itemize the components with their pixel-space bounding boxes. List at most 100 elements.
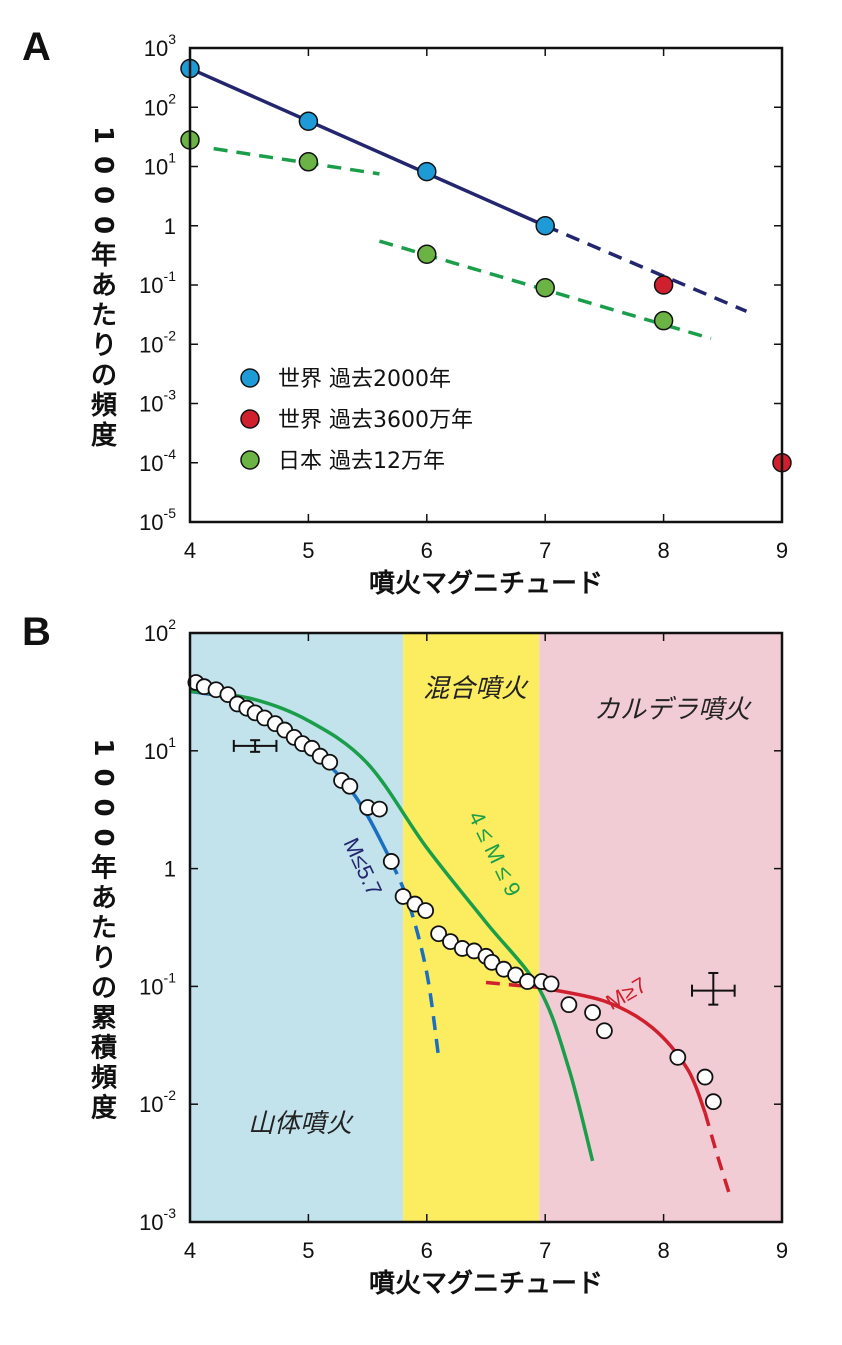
legend-marker	[240, 450, 260, 470]
panel-letter: A	[22, 25, 51, 69]
data-point	[430, 925, 448, 943]
y-axis-title-char: 1	[88, 126, 118, 144]
x-tick-label: 6	[421, 1238, 433, 1263]
series-marker	[417, 244, 437, 265]
series-marker	[653, 275, 674, 295]
y-tick-label: 10-4	[139, 446, 176, 476]
y-tick-exponent: -3	[164, 387, 177, 403]
y-tick-label: 103	[144, 31, 176, 61]
series-marker	[535, 216, 555, 236]
region-band	[539, 633, 782, 1222]
legend-label: 世界 過去3600万年	[278, 408, 473, 433]
x-tick-label: 9	[776, 538, 788, 563]
y-tick-exponent: -1	[164, 268, 177, 284]
y-axis-title-char: 0	[88, 828, 118, 846]
panel-b: B4 5 6 7 8 9102101110-110-210-3山体噴火混合噴火カルデラ噴火…	[22, 610, 788, 1299]
fit-line	[189, 66, 546, 228]
model-curve	[538, 985, 707, 1114]
y-axis-title-char: 積	[91, 1034, 117, 1064]
legend-marker	[240, 409, 260, 429]
x-tick-label: 9	[776, 1238, 788, 1263]
panel-letter: B	[22, 610, 51, 654]
data-point	[341, 777, 359, 795]
y-tick-label: 10-1	[139, 268, 176, 298]
region-label: 混合噴火	[423, 674, 529, 704]
y-tick-base: 10	[139, 273, 163, 298]
y-tick-exponent: 3	[168, 31, 176, 47]
y-tick-exponent: -3	[164, 1205, 177, 1221]
y-axis-title-char: 度	[91, 1093, 117, 1124]
y-axis-title-char: 年	[91, 853, 117, 884]
data-point	[669, 1048, 687, 1066]
data-point	[704, 1093, 722, 1111]
y-tick-base: 1	[164, 857, 176, 882]
y-tick-label: 1	[164, 857, 176, 882]
region-band	[403, 633, 540, 1222]
y-tick-label: 1	[164, 214, 176, 239]
x-tick-label: 7	[539, 1238, 551, 1263]
y-tick-base: 10	[139, 451, 163, 476]
y-tick-base: 10	[139, 510, 163, 535]
panel-a: A4 5 6 7 8 9103102101110-110-210-310-410-5世界 …	[22, 25, 792, 599]
model-curve	[189, 689, 595, 1162]
legend-marker	[240, 368, 260, 388]
y-axis-title-char: た	[91, 914, 117, 944]
y-tick-label: 10-3	[139, 387, 176, 417]
data-point	[596, 1022, 613, 1040]
y-axis-title-char: 度	[91, 420, 117, 451]
y-axis-title-char: た	[91, 301, 117, 331]
y-axis-title-char: 頻	[91, 391, 117, 421]
y-tick-base: 1	[164, 214, 176, 239]
data-point	[542, 975, 560, 993]
data-point	[394, 888, 412, 905]
legend-label: 世界 過去2000年	[278, 367, 451, 392]
y-tick-label: 10-3	[139, 1205, 176, 1235]
x-axis-title: 噴火マグニチュード	[369, 1269, 603, 1299]
y-tick-base: 10	[139, 392, 163, 417]
y-tick-label: 101	[144, 734, 176, 764]
y-tick-base: 10	[139, 332, 163, 357]
y-tick-label: 10-2	[139, 327, 176, 357]
y-axis-title-char: 0	[88, 768, 118, 786]
y-tick-exponent: -5	[164, 505, 177, 521]
x-tick-label: 7	[539, 538, 551, 563]
y-axis-title-char: り	[91, 331, 117, 361]
y-tick-label: 102	[144, 90, 176, 120]
data-point	[382, 853, 400, 870]
y-tick-exponent: -4	[164, 446, 177, 462]
y-axis-title-char: 0	[88, 186, 118, 204]
x-tick-label: 4	[184, 538, 196, 563]
y-tick-exponent: -2	[164, 327, 177, 343]
legend-label: 日本 過去12万年	[278, 449, 445, 474]
y-axis-title-char: 年	[91, 240, 117, 271]
y-axis-title-char: 0	[88, 156, 118, 174]
y-axis-title-char: あ	[91, 271, 117, 301]
y-axis-title-char: 累	[91, 1004, 117, 1034]
y-axis-title-char: 0	[88, 798, 118, 816]
series-marker	[298, 111, 319, 132]
y-tick-base: 10	[144, 621, 168, 646]
plot-frame	[188, 631, 784, 1224]
y-tick-label: 10-2	[139, 1087, 176, 1117]
y-tick-exponent: 2	[168, 90, 176, 106]
region-label: 山体噴火	[248, 1109, 354, 1139]
series-marker	[535, 277, 555, 298]
y-tick-base: 10	[139, 1210, 163, 1235]
fit-line	[544, 224, 748, 313]
y-tick-base: 10	[139, 974, 163, 999]
y-tick-label: 10-1	[139, 969, 176, 999]
model-curve	[703, 1112, 731, 1193]
y-tick-label: 101	[144, 150, 176, 180]
x-tick-label: 8	[657, 1238, 669, 1263]
series-marker	[653, 310, 674, 331]
x-tick-label: 6	[421, 538, 433, 563]
y-tick-exponent: -2	[164, 1087, 177, 1103]
y-tick-label: 10-5	[139, 505, 176, 535]
y-tick-base: 10	[144, 739, 168, 764]
model-curve	[389, 860, 441, 1058]
data-point	[560, 996, 578, 1014]
y-axis-title-char: の	[91, 361, 117, 391]
fit-line	[213, 146, 380, 176]
y-tick-exponent: 1	[168, 734, 176, 750]
